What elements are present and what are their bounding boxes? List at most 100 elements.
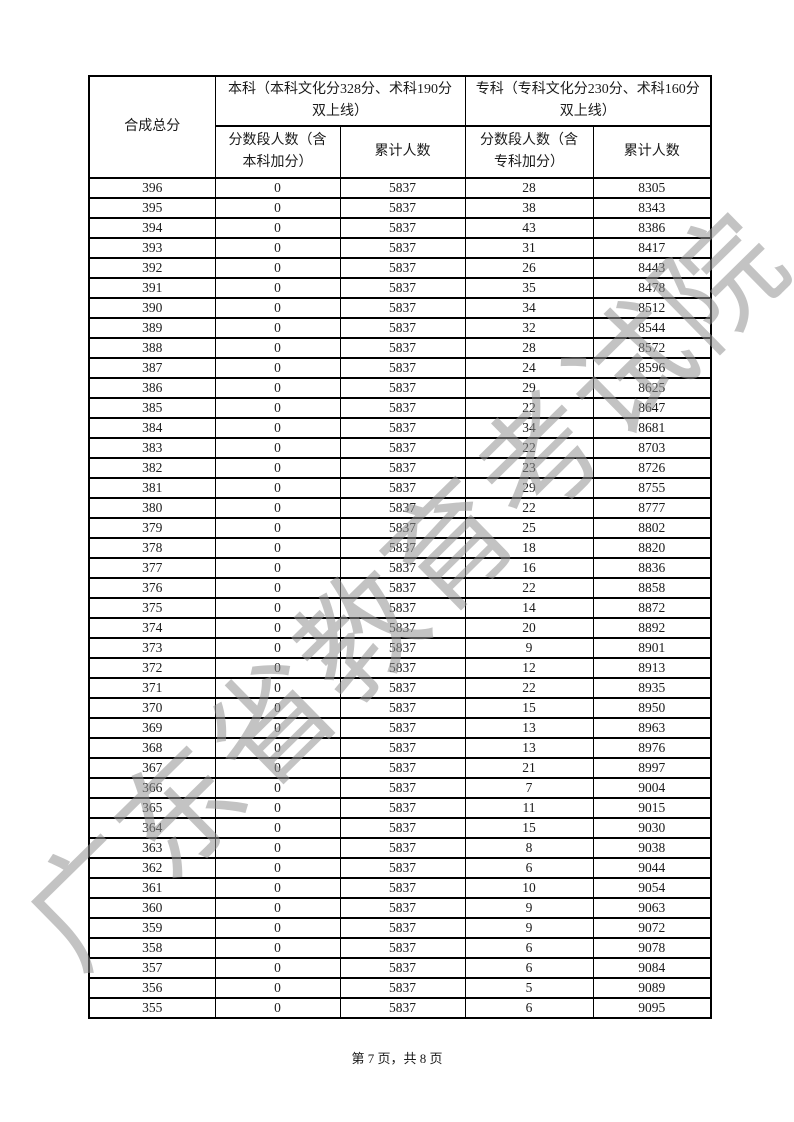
cell-benke-segment-count: 0: [214, 757, 341, 779]
cell-zhuanke-cumulative: 8386: [592, 217, 712, 239]
table-row: 376 0 5837 22 8858: [88, 577, 712, 599]
table-row: 377 0 5837 16 8836: [88, 557, 712, 579]
cell-zhuanke-segment-count: 32: [464, 317, 594, 339]
cell-benke-cumulative: 5837: [339, 657, 466, 679]
cell-composite-score: 383: [88, 437, 216, 459]
cell-benke-cumulative: 5837: [339, 337, 466, 359]
cell-benke-segment-count: 0: [214, 797, 341, 819]
cell-composite-score: 392: [88, 257, 216, 279]
cell-zhuanke-segment-count: 22: [464, 577, 594, 599]
table-row: 390 0 5837 34 8512: [88, 297, 712, 319]
cell-zhuanke-segment-count: 22: [464, 397, 594, 419]
cell-zhuanke-segment-count: 15: [464, 817, 594, 839]
cell-zhuanke-segment-count: 14: [464, 597, 594, 619]
cell-zhuanke-cumulative: 9078: [592, 937, 712, 959]
table-row: 384 0 5837 34 8681: [88, 417, 712, 439]
cell-zhuanke-cumulative: 8820: [592, 537, 712, 559]
cell-zhuanke-cumulative: 9044: [592, 857, 712, 879]
cell-zhuanke-segment-count: 18: [464, 537, 594, 559]
table-row: 391 0 5837 35 8478: [88, 277, 712, 299]
header-group-zhuanke: 专科（专科文化分230分、术科160分双上线）: [464, 75, 712, 127]
header-benke-cumulative: 累计人数: [339, 125, 466, 179]
cell-benke-segment-count: 0: [214, 997, 341, 1019]
cell-benke-segment-count: 0: [214, 557, 341, 579]
cell-composite-score: 378: [88, 537, 216, 559]
cell-zhuanke-segment-count: 6: [464, 937, 594, 959]
header-group-benke: 本科（本科文化分328分、术科190分双上线）: [214, 75, 466, 127]
cell-benke-segment-count: 0: [214, 377, 341, 399]
cell-zhuanke-segment-count: 22: [464, 497, 594, 519]
cell-benke-cumulative: 5837: [339, 877, 466, 899]
cell-composite-score: 381: [88, 477, 216, 499]
cell-benke-cumulative: 5837: [339, 517, 466, 539]
cell-zhuanke-segment-count: 34: [464, 417, 594, 439]
cell-zhuanke-cumulative: 8802: [592, 517, 712, 539]
table-row: 381 0 5837 29 8755: [88, 477, 712, 499]
cell-benke-cumulative: 5837: [339, 537, 466, 559]
cell-composite-score: 375: [88, 597, 216, 619]
table-row: 357 0 5837 6 9084: [88, 957, 712, 979]
cell-benke-cumulative: 5837: [339, 397, 466, 419]
table-row: 394 0 5837 43 8386: [88, 217, 712, 239]
cell-benke-segment-count: 0: [214, 957, 341, 979]
cell-zhuanke-segment-count: 16: [464, 557, 594, 579]
cell-benke-cumulative: 5837: [339, 177, 466, 199]
table-row: 387 0 5837 24 8596: [88, 357, 712, 379]
table-row: 366 0 5837 7 9004: [88, 777, 712, 799]
cell-composite-score: 371: [88, 677, 216, 699]
cell-zhuanke-segment-count: 28: [464, 177, 594, 199]
cell-composite-score: 364: [88, 817, 216, 839]
table-row: 388 0 5837 28 8572: [88, 337, 712, 359]
cell-zhuanke-segment-count: 11: [464, 797, 594, 819]
cell-composite-score: 386: [88, 377, 216, 399]
cell-zhuanke-segment-count: 6: [464, 857, 594, 879]
cell-composite-score: 358: [88, 937, 216, 959]
table-row: 389 0 5837 32 8544: [88, 317, 712, 339]
cell-benke-segment-count: 0: [214, 877, 341, 899]
cell-zhuanke-segment-count: 43: [464, 217, 594, 239]
cell-benke-cumulative: 5837: [339, 377, 466, 399]
cell-zhuanke-cumulative: 8443: [592, 257, 712, 279]
table-row: 369 0 5837 13 8963: [88, 717, 712, 739]
cell-zhuanke-segment-count: 13: [464, 717, 594, 739]
cell-benke-segment-count: 0: [214, 177, 341, 199]
table-row: 374 0 5837 20 8892: [88, 617, 712, 639]
cell-zhuanke-segment-count: 20: [464, 617, 594, 639]
cell-composite-score: 362: [88, 857, 216, 879]
cell-benke-cumulative: 5837: [339, 697, 466, 719]
cell-benke-segment-count: 0: [214, 457, 341, 479]
cell-zhuanke-cumulative: 8544: [592, 317, 712, 339]
cell-benke-cumulative: 5837: [339, 357, 466, 379]
header-composite-score: 合成总分: [88, 75, 216, 179]
cell-benke-cumulative: 5837: [339, 277, 466, 299]
cell-composite-score: 369: [88, 717, 216, 739]
cell-benke-segment-count: 0: [214, 577, 341, 599]
cell-benke-segment-count: 0: [214, 397, 341, 419]
cell-zhuanke-cumulative: 8681: [592, 417, 712, 439]
cell-benke-segment-count: 0: [214, 937, 341, 959]
cell-benke-segment-count: 0: [214, 977, 341, 999]
cell-benke-segment-count: 0: [214, 317, 341, 339]
cell-composite-score: 368: [88, 737, 216, 759]
cell-benke-segment-count: 0: [214, 537, 341, 559]
cell-benke-segment-count: 0: [214, 597, 341, 619]
cell-benke-cumulative: 5837: [339, 497, 466, 519]
cell-zhuanke-segment-count: 35: [464, 277, 594, 299]
table-row: 396 0 5837 28 8305: [88, 177, 712, 199]
header-zhuanke-cumulative: 累计人数: [592, 125, 712, 179]
cell-zhuanke-segment-count: 10: [464, 877, 594, 899]
cell-zhuanke-cumulative: 8647: [592, 397, 712, 419]
cell-composite-score: 393: [88, 237, 216, 259]
cell-benke-segment-count: 0: [214, 837, 341, 859]
cell-zhuanke-cumulative: 8777: [592, 497, 712, 519]
cell-zhuanke-segment-count: 25: [464, 517, 594, 539]
cell-zhuanke-segment-count: 26: [464, 257, 594, 279]
cell-zhuanke-segment-count: 28: [464, 337, 594, 359]
cell-benke-cumulative: 5837: [339, 977, 466, 999]
table-row: 368 0 5837 13 8976: [88, 737, 712, 759]
cell-benke-cumulative: 5837: [339, 857, 466, 879]
table-row: 364 0 5837 15 9030: [88, 817, 712, 839]
cell-zhuanke-cumulative: 8572: [592, 337, 712, 359]
cell-zhuanke-cumulative: 9063: [592, 897, 712, 919]
table-row: 386 0 5837 29 8625: [88, 377, 712, 399]
